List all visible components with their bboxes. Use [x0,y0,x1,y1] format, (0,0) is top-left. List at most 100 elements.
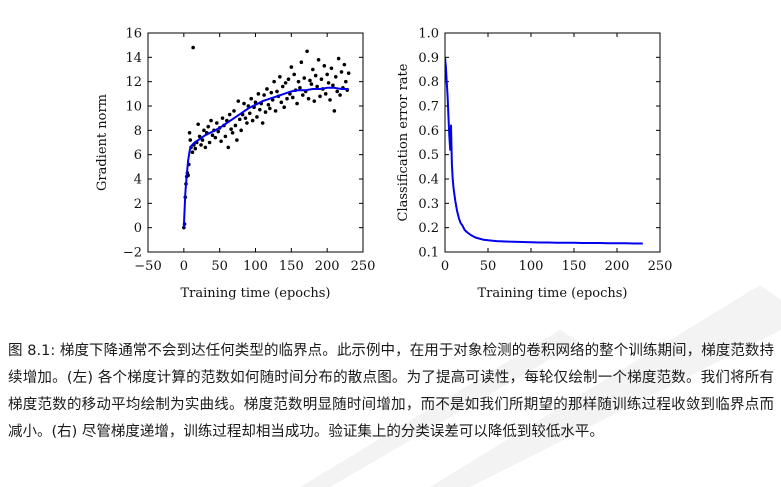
y-tick-label: 0.6 [418,124,439,139]
plot-frame [444,32,661,253]
y-tick-label: 0.8 [418,75,439,90]
error-rate-chart: 0 50 100 150 200 250 0.1 0.2 0.3 0.4 0.5 0.6 0.7 0.8 0… [396,27,672,302]
y-tick-label: 0.1 [418,246,439,261]
scatter-point [237,117,242,122]
y-tick-label: 0.9 [418,51,439,66]
scatter-point [315,84,319,89]
scatter-point [227,112,232,117]
scatter-point [187,130,192,135]
scatter-point [313,73,318,78]
scatter-point [279,100,284,105]
x-tick-label: 0 [441,259,449,274]
scatter-point [202,128,206,133]
y-tick-label: 14 [125,51,142,66]
scatter-point [262,93,266,97]
scatter-point [233,123,238,128]
y-axis-label: Classification error rate [396,63,411,221]
scatter-point [250,118,255,123]
scatter-point [309,82,314,86]
scatter-point [193,146,198,151]
scatter-point [305,49,309,54]
scatter-point [336,56,341,61]
scatter-point [289,65,294,69]
y-tick-label: 0.3 [418,197,439,212]
scatter-point [329,66,334,71]
x-tick-label: 100 [243,259,268,274]
scatter-point [229,127,233,131]
scatter-point [213,135,218,140]
scatter-point [232,109,236,113]
scatter-point [258,107,262,112]
x-tick-label: 200 [315,259,340,274]
scatter-point [273,109,278,113]
scatter-point [339,70,344,74]
scatter-point [243,116,248,120]
figure-caption: 图 8.1: 梯度下降通常不会到达任何类型的临界点。此示例中，在用于对象检测的卷… [8,338,774,446]
scatter-point [256,92,261,96]
scatter-point [235,138,239,142]
scatter-point [245,121,249,125]
scatter-point [322,64,327,68]
scatter-point [219,139,223,144]
scatter-point [316,57,321,62]
y-tick-label: 0.5 [418,148,439,163]
x-axis-label: Training time (epochs) [181,286,331,301]
scatter-point [301,93,305,97]
y-axis-label: Gradient norm [95,94,110,191]
scatter-point [190,150,195,155]
scatter-point [266,102,271,107]
scatter-point [260,121,265,125]
scatter-point [332,109,337,113]
x-tick-label: 150 [562,259,587,274]
scatter-point [298,85,302,90]
scatter-point [323,92,328,96]
scatter-point [263,110,268,114]
scatter-point [338,93,342,97]
scatter-point [296,79,301,84]
scatter-point [335,89,340,94]
scatter-point [230,130,235,135]
scatter-point [220,116,225,120]
y-tick-label: 2 [134,197,142,212]
scatter-point [210,133,215,137]
scatter-point [325,72,329,77]
scatter-point [278,75,282,79]
scatter-point [239,128,243,133]
scatter-point [226,145,231,150]
x-tick-label: 0 [180,259,188,274]
plot-frame [147,32,364,253]
scatter-point [199,143,203,147]
plot-area [182,45,351,230]
scatter-point [312,99,317,103]
scatter-point [333,75,338,79]
scatter-point [302,76,307,80]
scatter-point [247,111,252,116]
x-tick-label: 250 [648,259,673,274]
scatter-point [255,115,259,119]
y-tick-label: 0.7 [418,100,439,115]
y-tick-label: 8 [134,124,142,139]
scatter-point [328,98,332,102]
x-tick-label: 50 [480,259,497,274]
y-tick-label: 16 [125,27,142,42]
scatter-point [286,77,291,82]
scatter-point [215,121,219,125]
y-tick-label: 6 [134,148,142,163]
scatter-point [282,105,286,110]
y-tick-label: 0.4 [418,173,439,188]
y-tick-label: −2 [123,246,142,261]
scatter-point [272,79,276,84]
y-tick-label: 4 [134,173,142,188]
scatter-point [280,84,285,89]
gradient-norm-chart: −50 0 50 100 150 200 250 −2 0 2 4 6 8 10 12 14 16 Trainin… [95,27,375,302]
scatter-point [299,60,304,64]
x-tick-label: 100 [519,259,544,274]
y-tick-label: 10 [125,100,142,115]
scatter-point [275,89,279,94]
scatter-point [285,96,289,101]
x-tick-label: −50 [134,259,161,274]
plot-area [445,57,643,245]
scatter-point [269,90,274,95]
scatter-point [249,96,253,101]
scatter-point [292,72,297,77]
